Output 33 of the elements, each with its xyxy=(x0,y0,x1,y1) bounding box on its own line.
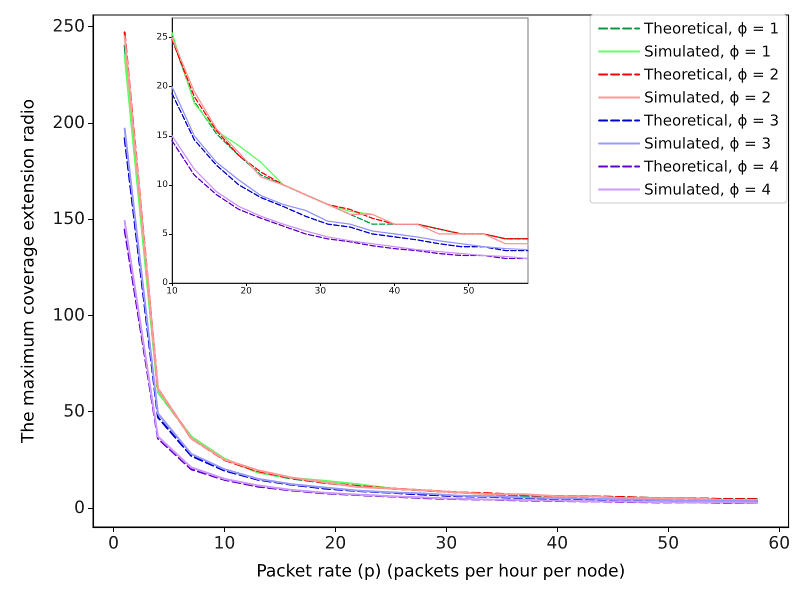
y-tick-label: 250 xyxy=(52,16,85,37)
legend-label: Theoretical, ϕ = 3 xyxy=(643,112,780,130)
legend-label: Simulated, ϕ = 3 xyxy=(644,134,772,152)
x-tick-label: 20 xyxy=(240,286,252,296)
legend-label: Simulated, ϕ = 1 xyxy=(644,42,772,60)
x-tick-label: 60 xyxy=(768,534,790,554)
x-tick-label: 30 xyxy=(436,534,458,554)
x-tick-label: 10 xyxy=(214,534,236,554)
legend-label: Theoretical, ϕ = 2 xyxy=(643,66,780,84)
x-tick-label: 20 xyxy=(324,534,346,554)
y-tick-label: 100 xyxy=(52,305,85,326)
y-tick-label: 5 xyxy=(162,228,168,239)
y-tick-label: 150 xyxy=(52,209,85,230)
legend-label: Simulated, ϕ = 2 xyxy=(644,88,772,106)
y-tick-label: 15 xyxy=(156,130,168,141)
y-tick-label: 20 xyxy=(156,82,168,92)
x-tick-label: 50 xyxy=(657,534,680,554)
x-axis-title: Packet rate (p) (packets per hour per node) xyxy=(256,562,626,582)
y-tick-label: 0 xyxy=(74,498,85,518)
y-tick-label: 50 xyxy=(63,402,85,422)
x-tick-label: 40 xyxy=(546,534,568,554)
legend-label: Theoretical, ϕ = 4 xyxy=(643,158,780,176)
y-tick-label: 200 xyxy=(52,112,85,133)
x-tick-label: 0 xyxy=(108,534,119,554)
y-tick-label: 25 xyxy=(156,32,168,43)
x-tick-label: 50 xyxy=(462,286,475,296)
x-tick-label: 30 xyxy=(314,286,326,296)
y-axis-title: The maximum coverage extension radio xyxy=(18,98,38,444)
x-tick-label: 40 xyxy=(388,286,400,296)
legend-label: Simulated, ϕ = 4 xyxy=(644,180,772,198)
legend-label: Theoretical, ϕ = 1 xyxy=(643,20,780,38)
y-tick-label: 10 xyxy=(156,180,168,190)
y-tick-label: 0 xyxy=(162,278,168,288)
